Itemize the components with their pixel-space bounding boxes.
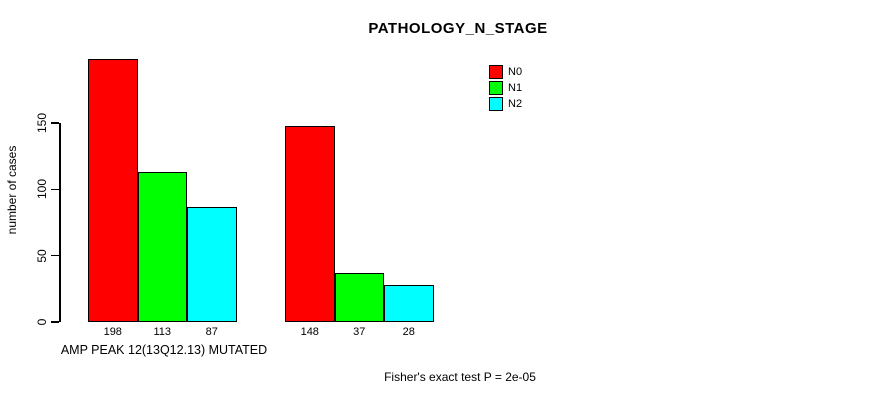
y-axis-tick xyxy=(51,188,59,191)
legend-swatch-n1 xyxy=(489,81,503,95)
y-axis-tick xyxy=(51,321,59,323)
legend-swatch-n0 xyxy=(489,65,503,79)
bar-n2-group2 xyxy=(384,284,434,322)
y-axis-tick-label: 0 xyxy=(35,318,49,326)
y-axis-label: number of cases xyxy=(5,145,19,235)
x-axis-group-label: AMP PEAK 12(13Q12.13) MUTATED xyxy=(60,343,268,357)
y-axis-tick xyxy=(51,254,59,257)
bar-value-label: 198 xyxy=(103,326,122,338)
legend-label-n0: N0 xyxy=(508,66,523,78)
bar-n0-group2 xyxy=(285,125,335,322)
y-axis-tick xyxy=(51,122,59,124)
bar-value-label: 148 xyxy=(300,326,319,338)
y-axis-tick-label: 50 xyxy=(35,248,49,263)
bar-n0-group1 xyxy=(88,59,138,322)
legend-swatch-n2 xyxy=(489,97,503,111)
bar-value-label: 37 xyxy=(353,326,366,338)
y-axis-tick-label: 150 xyxy=(35,112,49,134)
legend-label-n2: N2 xyxy=(508,98,523,110)
chart-title: PATHOLOGY_N_STAGE xyxy=(368,20,548,37)
bar-value-label: 113 xyxy=(153,326,172,338)
bar-n1-group2 xyxy=(334,272,384,322)
y-axis-tick-label: 100 xyxy=(35,179,49,200)
y-axis-line xyxy=(59,123,61,322)
pvalue-annotation: Fisher's exact test P = 2e-05 xyxy=(384,370,536,384)
bar-value-label: 28 xyxy=(402,326,415,338)
bar-n1-group1 xyxy=(137,172,187,322)
bar-n2-group1 xyxy=(187,206,237,322)
legend-label-n1: N1 xyxy=(508,82,523,94)
bar-value-label: 87 xyxy=(205,326,218,338)
